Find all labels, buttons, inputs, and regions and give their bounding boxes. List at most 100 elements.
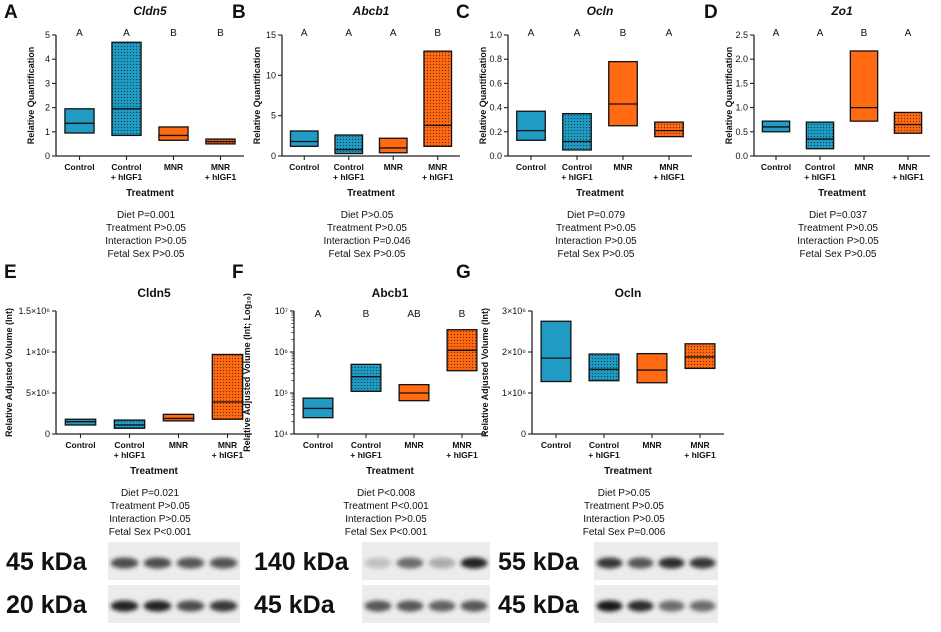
significance-letter: A	[817, 28, 824, 39]
panel-F: F Abcb1 10⁴ 10⁵ 10⁶ 10⁷ Relative Adjusted Volu…	[232, 262, 486, 538]
significance-letter: B	[170, 28, 177, 39]
box-3	[849, 50, 879, 122]
x-category-label: Control	[64, 162, 94, 172]
y-tick-label: 2	[45, 103, 50, 113]
y-axis-label: Relative Adjusted Volume (Int)	[480, 308, 490, 437]
x-axis-label: Treatment	[576, 188, 624, 199]
y-tick-label: 3×10⁶	[502, 306, 526, 316]
x-axis-label: Treatment	[130, 466, 178, 477]
y-axis-label: Relative Quantification	[478, 47, 488, 145]
box-1	[289, 130, 319, 147]
stat-line: Fetal Sex P>0.05	[558, 249, 635, 260]
y-tick-label: 2.5	[735, 30, 748, 40]
panel-letter: A	[4, 2, 18, 23]
stat-line: Treatment P>0.05	[106, 223, 186, 234]
x-category-line: + hIGF1	[446, 450, 478, 460]
box-1	[516, 110, 546, 141]
blot-band	[110, 600, 139, 612]
stat-line: Interaction P>0.05	[345, 514, 427, 525]
y-tick-label: 1.5	[735, 78, 748, 88]
x-category-label: MNR + hIGF1	[205, 162, 237, 182]
box-4-pattern	[212, 354, 243, 420]
box-2-pattern	[334, 135, 363, 154]
y-tick-label: 1	[45, 127, 50, 137]
y-tick-label: 1.0	[489, 30, 502, 40]
y-tick-label: 10⁴	[274, 429, 288, 439]
box-2-pattern	[806, 122, 834, 149]
x-category-line: Control	[589, 440, 619, 450]
x-axis-label: Treatment	[347, 188, 395, 199]
y-axis-label: Relative Quantification	[252, 47, 262, 145]
x-category-label: MNR + hIGF1	[212, 440, 244, 460]
x-category-line: MNR	[613, 162, 632, 172]
blot-band	[428, 557, 456, 569]
x-category-label: Control	[65, 440, 95, 450]
y-tick-label: 0.5	[735, 127, 748, 137]
stat-line: Treatment P<0.001	[343, 501, 429, 512]
panel-B: B Abcb1 0 5 10 15 Relative Quantification Contr…	[232, 2, 460, 260]
blot-band	[627, 600, 654, 612]
blot-kda-label: 45 kDa	[254, 591, 336, 619]
y-tick-label: 1×10⁶	[502, 388, 526, 398]
y-tick-label: 5	[45, 30, 50, 40]
blot-band	[143, 600, 172, 612]
x-category-line: MNR	[854, 162, 873, 172]
x-category-label: MNR	[613, 162, 632, 172]
y-tick-label: 0.6	[489, 78, 502, 88]
y-tick-label: 1.5×10⁶	[19, 306, 51, 316]
x-category-label: MNR	[854, 162, 873, 172]
x-category-line: + hIGF1	[212, 450, 244, 460]
x-category-label: Control + hIGF1	[114, 440, 146, 460]
stat-line: Treatment P>0.05	[556, 223, 636, 234]
box-3	[158, 126, 189, 141]
x-category-line: Control	[805, 162, 835, 172]
blot-kda-label: 45 kDa	[6, 548, 88, 576]
x-category-line: Control	[289, 162, 319, 172]
panel-letter: B	[232, 2, 246, 23]
blot-kda-label: 45 kDa	[498, 591, 580, 619]
significance-letter: B	[620, 28, 627, 39]
y-tick-label: 5×10⁵	[26, 388, 50, 398]
blot-band	[596, 557, 623, 569]
significance-letter: A	[123, 28, 130, 39]
blot-band	[143, 557, 172, 569]
x-category-line: Control	[516, 162, 546, 172]
box-2-pattern	[351, 364, 381, 392]
x-category-label: MNR	[404, 440, 423, 450]
x-category-label: Control	[516, 162, 546, 172]
blot-band	[364, 557, 392, 569]
x-category-label: Control + hIGF1	[588, 440, 620, 460]
blot-band	[364, 600, 392, 612]
stat-line: Diet P>0.05	[341, 210, 394, 221]
stat-line: Fetal Sex P>0.05	[800, 249, 877, 260]
panel-letter: C	[456, 2, 470, 23]
significance-letter: A	[905, 28, 912, 39]
blot-band	[176, 600, 205, 612]
significance-letter: B	[861, 28, 868, 39]
x-category-line: MNR	[428, 162, 447, 172]
x-category-line: Control	[114, 440, 144, 450]
x-category-label: MNR	[384, 162, 403, 172]
blot-band	[176, 557, 205, 569]
blot-band	[110, 557, 139, 569]
y-tick-label: 1.0	[735, 103, 748, 113]
x-category-label: Control + hIGF1	[561, 162, 593, 182]
stat-line: Diet P=0.001	[117, 210, 176, 221]
stat-line: Interaction P>0.05	[555, 236, 637, 247]
x-category-line: Control	[334, 162, 364, 172]
box-2-pattern	[111, 42, 142, 136]
box-3	[636, 352, 668, 384]
blot-band	[396, 557, 424, 569]
y-tick-label: 0	[521, 429, 526, 439]
x-category-label: MNR + hIGF1	[653, 162, 685, 182]
x-category-line: MNR	[211, 162, 230, 172]
chart-title: Zo1	[830, 4, 853, 18]
x-category-line: + hIGF1	[561, 172, 593, 182]
significance-letter: A	[390, 28, 397, 39]
significance-letter: B	[363, 309, 370, 320]
x-axis-label: Treatment	[604, 466, 652, 477]
x-category-line: Control	[351, 440, 381, 450]
box-4-pattern	[894, 112, 922, 134]
